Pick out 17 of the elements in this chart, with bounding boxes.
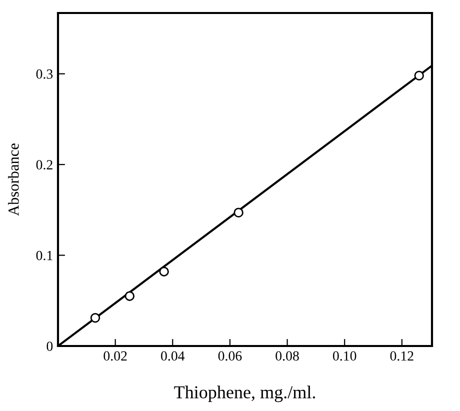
y-tick-label: 0 [46, 342, 53, 351]
y-tick-label: 0.1 [36, 250, 52, 260]
x-tick-label: 0.06 [218, 351, 242, 361]
y-tick-label: 0.3 [36, 69, 53, 79]
point [234, 208, 244, 218]
x-axis-title: Thiophene, mg./ml. [174, 386, 316, 402]
x-tick-label: 0.04 [161, 351, 185, 361]
point [414, 70, 424, 80]
x-tick-label: 0.10 [332, 351, 356, 361]
y-tick-label: 0.2 [36, 160, 52, 170]
point [90, 313, 100, 323]
x-tick-label: 0.12 [390, 351, 414, 361]
x-tick-label: 0.02 [104, 351, 127, 361]
x-tick-label: 0.08 [276, 351, 299, 361]
point [124, 291, 135, 301]
point [159, 266, 169, 276]
y-axis-title: Absorbance [8, 144, 19, 216]
